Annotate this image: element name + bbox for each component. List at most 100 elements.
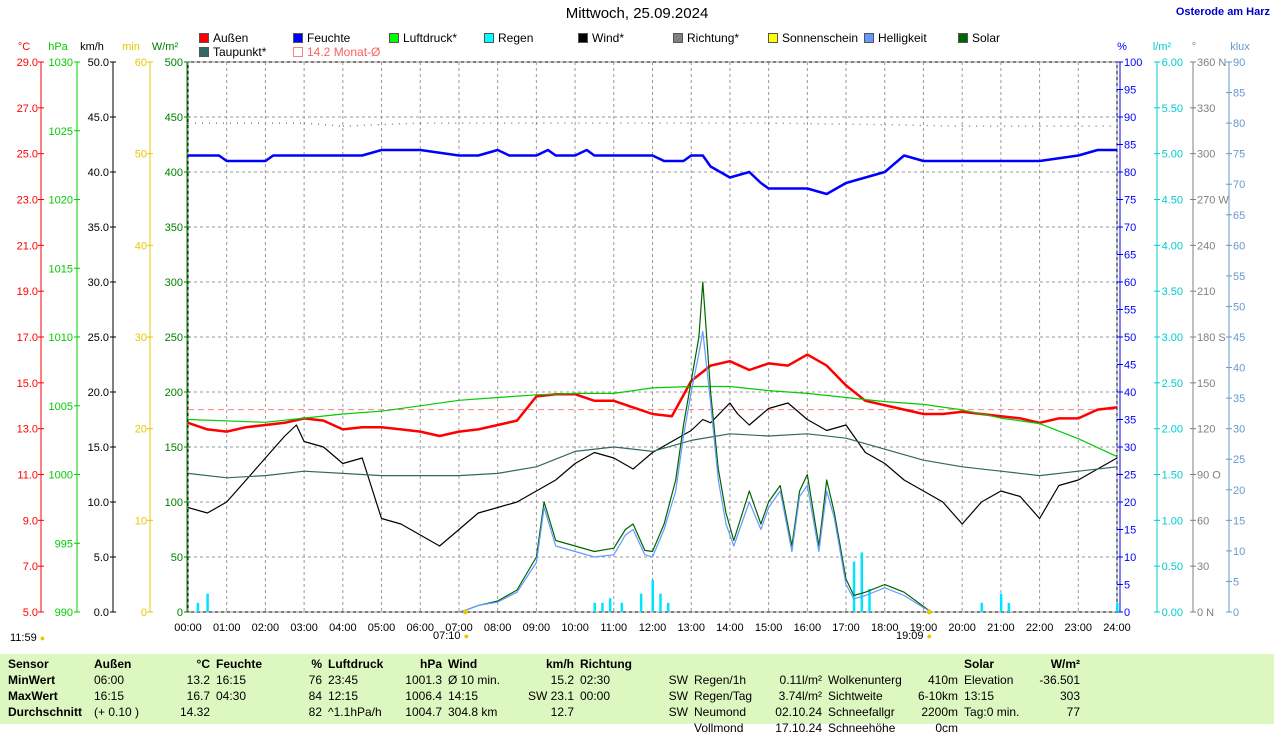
- tick-label-brightness: 65: [1233, 210, 1245, 222]
- stats-cell: -36.501: [1039, 673, 1081, 687]
- tick-label-temp: 15.0: [17, 378, 38, 390]
- stats-cell: 1004.7: [405, 705, 442, 719]
- x-tick-label: 07:00: [445, 622, 473, 634]
- tick-label-wind: 10.0: [88, 497, 109, 509]
- stats-cell: Vollmond: [694, 721, 744, 735]
- tick-label-humidity: 80: [1124, 167, 1136, 179]
- axis-unit-brightness: klux: [1230, 41, 1250, 53]
- stats-cell: 2200m: [921, 705, 959, 719]
- stats-cell: [279, 720, 325, 736]
- tick-label-sunshine: 60: [135, 57, 147, 69]
- tick-label-wind: 40.0: [88, 167, 109, 179]
- sun-icon: ●: [926, 631, 933, 641]
- tick-label-rain: 4.50: [1162, 195, 1183, 207]
- tick-label-temp: 7.0: [23, 561, 38, 573]
- stats-cell: 3.74l/m²: [778, 689, 822, 703]
- tick-label-direction: 360 N: [1197, 57, 1226, 69]
- tick-label-humidity: 70: [1124, 222, 1136, 234]
- stats-x1-unit: [765, 656, 825, 672]
- tick-label-brightness: 30: [1233, 424, 1245, 436]
- tick-label-rain: 2.00: [1162, 424, 1183, 436]
- stats-cell: SW: [668, 673, 688, 687]
- axis-unit-pressure: hPa: [48, 41, 68, 53]
- tick-label-humidity: 20: [1124, 497, 1136, 509]
- x-tick-label: 24:00: [1103, 622, 1131, 634]
- tick-label-solar: 150: [165, 442, 183, 454]
- tick-label-direction: 180 S: [1197, 332, 1226, 344]
- tick-label-solar: 350: [165, 222, 183, 234]
- stats-cell: Sichtweite: [828, 689, 883, 703]
- tick-label-pressure: 1000: [49, 470, 73, 482]
- tick-label-brightness: 55: [1233, 271, 1245, 283]
- stats-panel: Sensor Außen °C Feuchte % Luftdruck hPa …: [0, 654, 1274, 735]
- tick-label-direction: 60: [1197, 515, 1209, 527]
- stats-cell: 16.7: [186, 689, 210, 703]
- legend-label: Luftdruck*: [403, 31, 458, 45]
- tick-label-humidity: 45: [1124, 360, 1136, 372]
- x-tick-label: 21:00: [987, 622, 1015, 634]
- tick-label-wind: 5.0: [94, 552, 109, 564]
- x-tick-label: 16:00: [794, 622, 822, 634]
- tick-label-wind: 20.0: [88, 387, 109, 399]
- tick-label-rain: 3.00: [1162, 332, 1183, 344]
- series-line-helligkeit: [458, 330, 932, 613]
- tick-label-brightness: 35: [1233, 393, 1245, 405]
- legend-item: Außen: [199, 31, 248, 45]
- stats-cell: Tag:0 min.: [964, 705, 1020, 719]
- rain-bar: [1116, 602, 1119, 612]
- stats-row-label: MinWert: [8, 673, 56, 687]
- tick-label-direction: 150: [1197, 378, 1215, 390]
- tick-label-pressure: 995: [55, 538, 73, 550]
- tick-label-direction: 330: [1197, 103, 1215, 115]
- tick-label-sunshine: 50: [135, 149, 147, 161]
- stats-feuchte-header: Feuchte: [216, 657, 263, 671]
- stats-row: Vollmond 17.10.24 Schneehöhe 0cm: [5, 720, 1083, 736]
- tick-label-wind: 25.0: [88, 332, 109, 344]
- x-tick-label: 18:00: [871, 622, 899, 634]
- stats-cell: [521, 720, 577, 736]
- page-title: Mittwoch, 25.09.2024: [565, 5, 709, 22]
- legend-swatch: [768, 33, 778, 43]
- stats-cell: [1027, 720, 1083, 736]
- legend-label: Feuchte: [307, 31, 351, 45]
- rain-bar: [639, 593, 643, 612]
- stats-cell: [445, 720, 521, 736]
- legend-label: Solar: [972, 31, 1001, 45]
- tick-label-pressure: 1005: [49, 401, 73, 413]
- rain-bar: [659, 593, 662, 612]
- stats-cell: Ø 10 min.: [448, 673, 501, 687]
- tick-label-humidity: 35: [1124, 415, 1136, 427]
- stats-cell: [399, 720, 445, 736]
- axis-unit-rain: l/m²: [1153, 41, 1172, 53]
- legend-label: 14.2 Monat-Ø: [307, 45, 381, 59]
- station-location[interactable]: Osterode am Harz: [1175, 6, 1270, 18]
- legend-swatch: [578, 33, 588, 43]
- x-tick-label: 06:00: [406, 622, 434, 634]
- legend-item: Feuchte: [293, 31, 350, 45]
- stats-cell: 76: [308, 673, 322, 687]
- stats-cell: 14:15: [448, 689, 479, 703]
- legend-label: Sonnenschein: [782, 31, 859, 45]
- current-time-value: 11:59: [10, 632, 37, 644]
- tick-label-sunshine: 30: [135, 332, 147, 344]
- tick-label-humidity: 60: [1124, 277, 1136, 289]
- stats-cell: 06:00: [94, 673, 125, 687]
- tick-label-brightness: 40: [1233, 363, 1245, 375]
- tick-label-wind: 35.0: [88, 222, 109, 234]
- legend-swatch: [484, 33, 494, 43]
- tick-label-humidity: 40: [1124, 387, 1136, 399]
- stats-cell: 16:15: [216, 673, 247, 687]
- tick-label-temp: 11.0: [17, 470, 38, 482]
- series-line-solar: [458, 281, 932, 613]
- x-tick-label: 04:00: [329, 622, 357, 634]
- axis-unit-sunshine: min: [122, 41, 140, 53]
- tick-label-brightness: 80: [1233, 118, 1245, 130]
- x-tick-label: 15:00: [755, 622, 783, 634]
- tick-label-wind: 30.0: [88, 277, 109, 289]
- stats-cell: [961, 720, 1027, 736]
- x-tick-label: 09:00: [523, 622, 551, 634]
- stats-cell: 84: [308, 689, 322, 703]
- stats-cell: 304.8 km: [448, 705, 498, 719]
- stats-druck-unit: hPa: [419, 657, 442, 671]
- legend-item: Taupunkt*: [199, 45, 266, 59]
